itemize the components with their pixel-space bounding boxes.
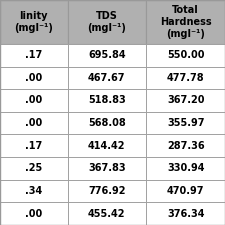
Text: Total
Hardness
(mgl⁻¹): Total Hardness (mgl⁻¹) (160, 4, 212, 39)
Text: 470.97: 470.97 (167, 186, 204, 196)
Text: 367.83: 367.83 (88, 163, 126, 173)
Bar (0, 112, 68, 134)
Text: .00: .00 (25, 73, 42, 83)
Bar (68, 89, 146, 112)
Bar (146, 44, 225, 67)
Bar (146, 202, 225, 225)
Bar (68, 67, 146, 89)
Text: .25: .25 (25, 163, 42, 173)
Bar (146, 180, 225, 202)
Bar (68, 134, 146, 157)
Text: 776.92: 776.92 (88, 186, 126, 196)
Bar (68, 0, 146, 44)
Text: 455.42: 455.42 (88, 209, 126, 219)
Text: 287.36: 287.36 (167, 141, 205, 151)
Bar (146, 134, 225, 157)
Bar (0, 202, 68, 225)
Text: .34: .34 (25, 186, 42, 196)
Text: TDS
(mgl⁻¹): TDS (mgl⁻¹) (88, 11, 126, 33)
Text: .17: .17 (25, 141, 42, 151)
Bar (0, 157, 68, 180)
Text: .00: .00 (25, 118, 42, 128)
Bar (0, 44, 68, 67)
Text: 376.34: 376.34 (167, 209, 204, 219)
Bar (146, 112, 225, 134)
Text: 477.78: 477.78 (167, 73, 205, 83)
Bar (0, 180, 68, 202)
Text: .00: .00 (25, 209, 42, 219)
Bar (68, 180, 146, 202)
Bar (68, 202, 146, 225)
Text: 467.67: 467.67 (88, 73, 126, 83)
Bar (0, 89, 68, 112)
Bar (68, 157, 146, 180)
Text: 355.97: 355.97 (167, 118, 204, 128)
Bar (146, 67, 225, 89)
Text: .00: .00 (25, 95, 42, 106)
Bar (146, 0, 225, 44)
Bar (68, 112, 146, 134)
Text: linity
(mgl⁻¹): linity (mgl⁻¹) (14, 11, 53, 33)
Bar (0, 134, 68, 157)
Text: 518.83: 518.83 (88, 95, 126, 106)
Text: 367.20: 367.20 (167, 95, 204, 106)
Bar (0, 0, 68, 44)
Text: 550.00: 550.00 (167, 50, 204, 60)
Bar (68, 44, 146, 67)
Bar (146, 89, 225, 112)
Text: 568.08: 568.08 (88, 118, 126, 128)
Text: 330.94: 330.94 (167, 163, 204, 173)
Bar (146, 157, 225, 180)
Text: 695.84: 695.84 (88, 50, 126, 60)
Text: .17: .17 (25, 50, 42, 60)
Bar (0, 67, 68, 89)
Text: 414.42: 414.42 (88, 141, 126, 151)
